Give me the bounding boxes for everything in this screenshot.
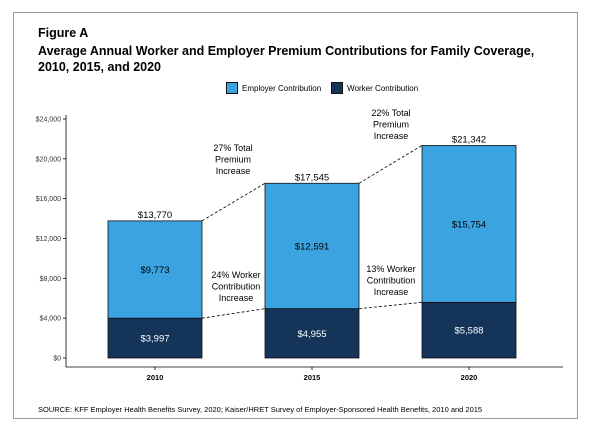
data-label-employer: $9,773 (140, 265, 169, 276)
data-label-total: $13,770 (138, 210, 172, 221)
annotation-worker-increase: Contribution (212, 282, 261, 292)
legend-swatch-employer (226, 82, 238, 94)
bar-employer (264, 182, 360, 310)
bar-employer (421, 145, 517, 303)
annotation-total-increase: Increase (216, 166, 251, 176)
data-label-worker: $3,997 (140, 334, 169, 345)
annotation-total-increase: 27% Total (213, 143, 252, 153)
connector-worker-2015-2020 (358, 301, 423, 310)
x-tick-label: 2015 (304, 373, 321, 382)
data-label-total: $17,545 (295, 172, 329, 183)
figure-label: Figure A (38, 26, 89, 40)
data-label-employer: $15,754 (452, 219, 486, 230)
legend-item-employer: Employer Contribution (226, 82, 321, 94)
y-tick-label: $4,000 (40, 316, 62, 323)
annotation-worker-increase: Increase (374, 287, 409, 297)
y-tick-label: $12,000 (36, 236, 61, 243)
y-tick-label: $16,000 (36, 196, 61, 203)
connector-total-2015-2020 (358, 145, 423, 184)
connector-total-2010-2015 (201, 182, 266, 222)
x-tick-label: 2020 (461, 373, 478, 382)
data-label-employer: $12,591 (295, 241, 329, 252)
legend-label-worker: Worker Contribution (347, 83, 419, 93)
data-label-worker: $5,588 (454, 326, 483, 337)
bar-employer (107, 220, 203, 319)
y-tick-label: $24,000 (36, 117, 61, 124)
x-tick-label: 2010 (147, 373, 164, 382)
annotation-worker-increase: Increase (219, 293, 254, 303)
bar-worker (107, 317, 203, 359)
annotation-worker-increase: Contribution (367, 276, 416, 286)
annotation-worker-increase: 24% Worker (211, 270, 260, 280)
legend-swatch-worker (331, 82, 344, 94)
annotation-worker-increase: 13% Worker (366, 264, 415, 274)
connector-worker-2010-2015 (201, 308, 266, 319)
legend-item-worker: Worker Contribution (331, 82, 418, 94)
source-note: SOURCE: KFF Employer Health Benefits Sur… (38, 405, 483, 414)
data-label-total: $21,342 (452, 134, 486, 145)
y-tick-label: $8,000 (40, 276, 62, 283)
bar-worker (264, 308, 360, 359)
y-tick-label: $0 (53, 356, 61, 363)
annotation-total-increase: Increase (374, 131, 409, 141)
annotation-total-increase: Premium (215, 155, 251, 165)
bar-worker (421, 301, 517, 359)
chart-title: Average Annual Worker and Employer Premi… (38, 44, 535, 74)
y-tick-label: $20,000 (36, 156, 61, 163)
annotation-total-increase: 22% Total (371, 108, 410, 118)
legend-label-employer: Employer Contribution (242, 83, 322, 93)
data-label-worker: $4,955 (297, 329, 326, 340)
annotation-total-increase: Premium (373, 120, 409, 130)
legend: Employer Contribution Worker Contributio… (226, 81, 428, 95)
